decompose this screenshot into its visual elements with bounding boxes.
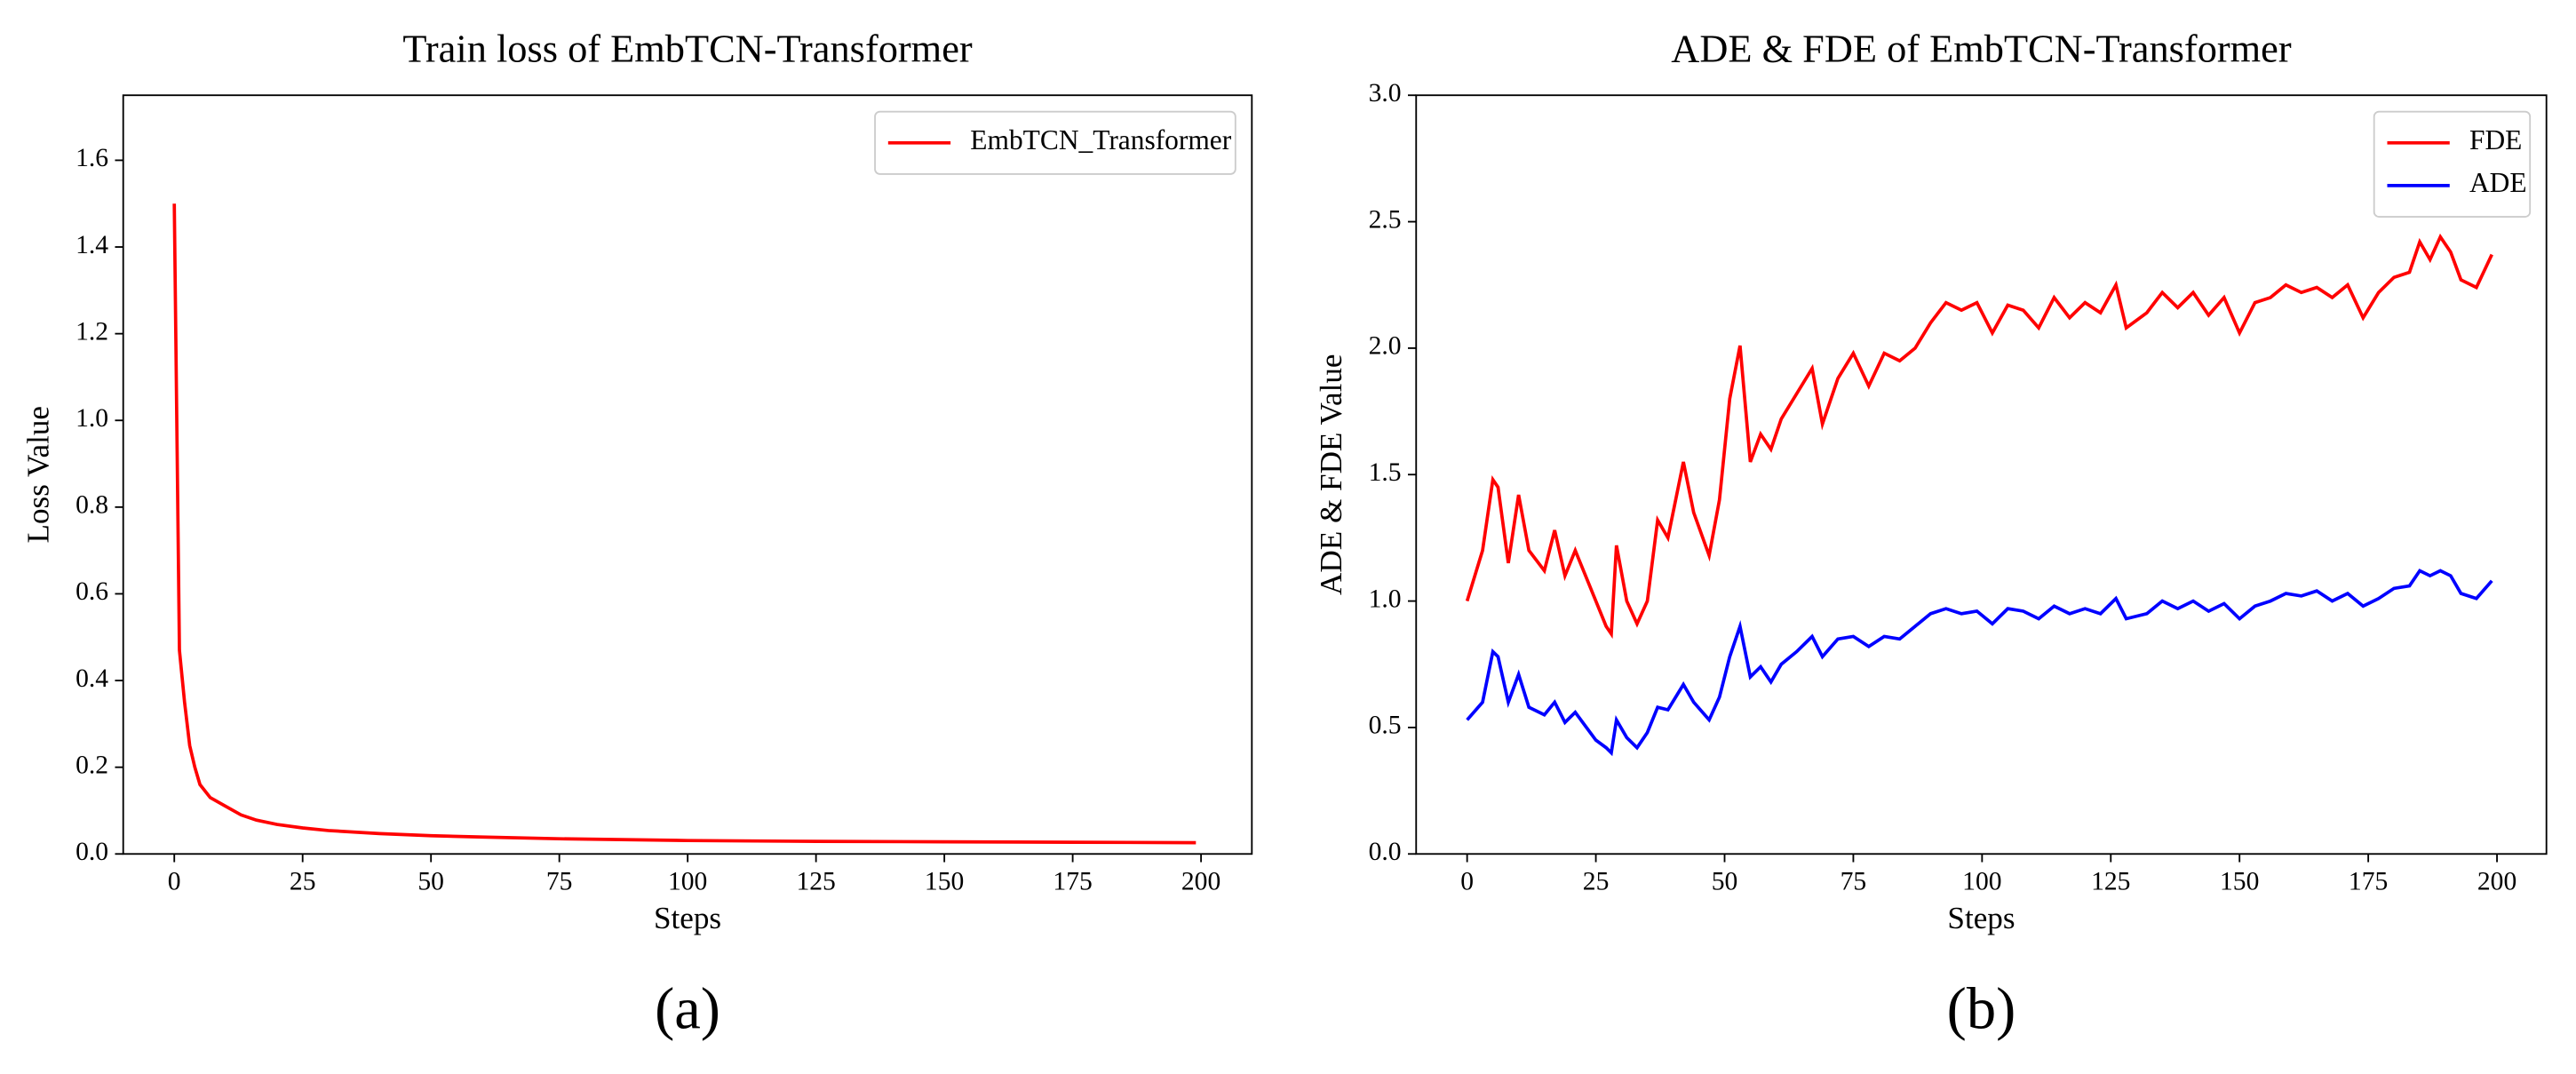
x-tick-label: 125 [796,867,835,895]
chart-title: ADE & FDE of EmbTCN-Transformer [1671,26,2292,70]
x-tick-label: 100 [1962,867,2001,895]
x-tick-label: 175 [2349,867,2388,895]
y-tick-label: 1.2 [76,317,108,346]
y-tick-label: 1.6 [76,144,108,172]
y-tick-label: 0.4 [76,664,108,693]
y-tick-label: 0.5 [1369,712,1402,740]
y-tick-label: 0.0 [76,838,108,866]
y-tick-label: 0.6 [76,577,108,606]
x-tick-label: 50 [1712,867,1738,895]
data-line [1465,233,2493,640]
x-tick-label: 50 [417,867,444,895]
chart-title: Train loss of EmbTCN-Transformer [402,26,973,70]
x-tick-label: 200 [2477,867,2516,895]
legend-label: EmbTCN_Transformer [970,124,1231,155]
panel-caption: (b) [1947,977,2016,1042]
x-tick-label: 125 [2091,867,2130,895]
legend-box [2373,110,2532,218]
x-tick-label: 75 [1841,867,1867,895]
x-tick-label: 100 [668,867,707,895]
data-line [1466,569,2493,757]
x-tick-label: 0 [168,867,181,895]
x-tick-label: 150 [925,867,964,895]
y-tick-label: 0.2 [76,751,108,779]
legend-label: FDE [2469,124,2522,155]
y-tick-label: 0.8 [76,491,108,520]
x-tick-label: 75 [546,867,573,895]
panel-caption: (a) [655,977,720,1042]
x-tick-label: 150 [2220,867,2259,895]
x-axis-label: Steps [1947,901,2015,935]
plot-frame [122,94,1253,855]
legend-label: ADE [2469,167,2527,198]
y-tick-label: 1.5 [1369,458,1402,487]
x-tick-label: 200 [1181,867,1220,895]
x-axis-label: Steps [654,901,721,935]
x-tick-label: 25 [1583,867,1610,895]
y-tick-label: 3.0 [1369,79,1402,107]
y-tick-label: 1.4 [76,231,108,259]
data-line [172,203,1197,845]
y-tick-label: 1.0 [1369,585,1402,613]
y-tick-label: 0.0 [1369,838,1402,866]
legend-box [874,110,1236,175]
y-tick-label: 2.0 [1369,332,1402,361]
y-axis-label: Loss Value [20,406,55,543]
x-tick-label: 0 [1460,867,1474,895]
x-tick-label: 175 [1053,867,1092,895]
x-tick-label: 25 [290,867,316,895]
y-tick-label: 2.5 [1369,205,1402,234]
y-axis-label: ADE & FDE Value [1314,354,1348,595]
y-tick-label: 1.0 [76,404,108,433]
